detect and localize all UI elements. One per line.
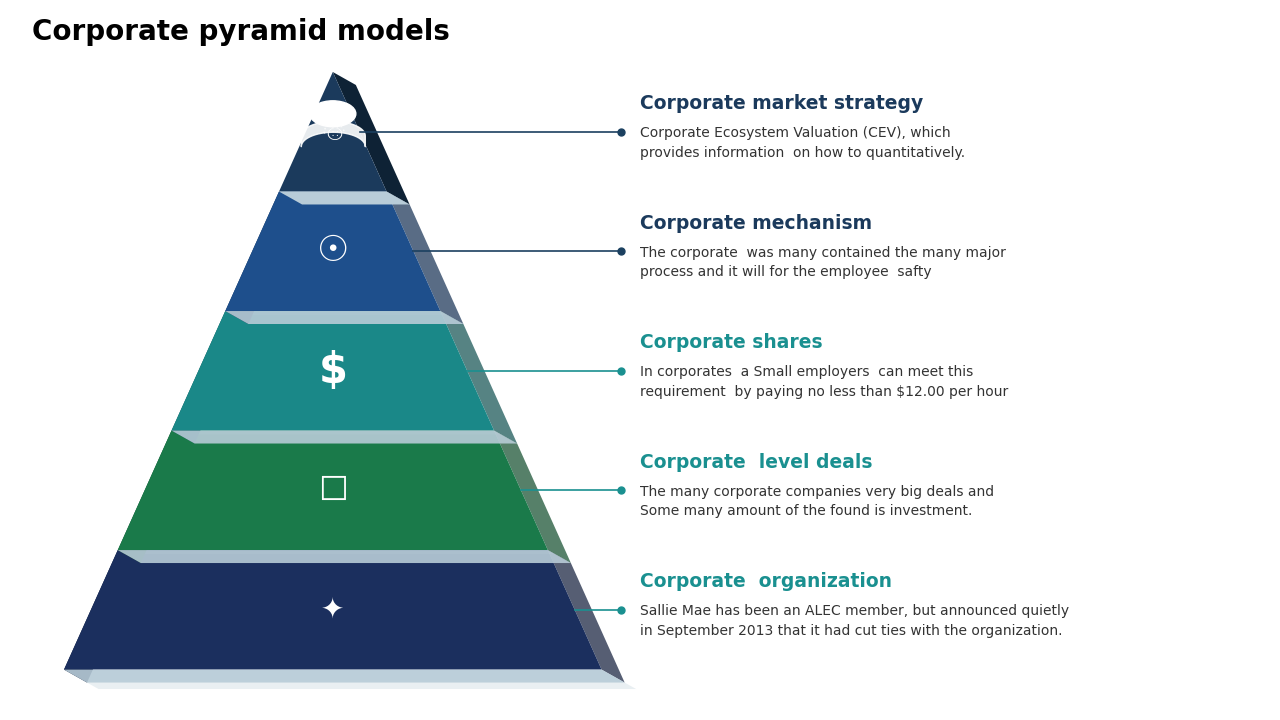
Text: Corporate  level deals: Corporate level deals [640,453,873,472]
Polygon shape [333,72,410,204]
Polygon shape [279,192,393,195]
Polygon shape [225,311,447,315]
Polygon shape [225,192,302,324]
Text: Corporate shares: Corporate shares [640,333,823,352]
Polygon shape [118,431,195,563]
Polygon shape [172,431,500,434]
Polygon shape [494,431,571,563]
Circle shape [310,101,356,127]
Text: In corporates  a Small employers  can meet this
requirement  by paying no less t: In corporates a Small employers can meet… [640,365,1009,399]
Text: Corporate pyramid models: Corporate pyramid models [32,18,449,46]
Polygon shape [279,72,387,192]
Polygon shape [387,192,463,324]
Text: The many corporate companies very big deals and
Some many amount of the found is: The many corporate companies very big de… [640,485,995,518]
Polygon shape [279,192,410,204]
Polygon shape [440,311,517,444]
Text: The corporate  was many contained the many major
process and it will for the emp: The corporate was many contained the man… [640,246,1006,279]
Polygon shape [548,550,625,683]
Text: Corporate market strategy: Corporate market strategy [640,94,923,113]
Text: ☃: ☃ [319,117,347,146]
Polygon shape [64,550,602,670]
Text: Sallie Mae has been an ALEC member, but announced quietly
in September 2013 that: Sallie Mae has been an ALEC member, but … [640,604,1069,638]
Text: $: $ [319,350,347,392]
Text: ☐: ☐ [317,474,348,507]
Text: ✦: ✦ [321,596,344,624]
Polygon shape [225,311,463,324]
Text: Corporate Ecosystem Valuation (CEV), which
provides information  on how to quant: Corporate Ecosystem Valuation (CEV), whi… [640,126,965,160]
Polygon shape [64,550,141,683]
Text: ☉: ☉ [316,234,349,269]
Polygon shape [118,431,548,550]
Polygon shape [172,311,494,431]
Polygon shape [64,670,625,683]
Polygon shape [172,311,248,444]
Text: Corporate  organization: Corporate organization [640,572,892,591]
Polygon shape [64,670,636,689]
Polygon shape [172,431,517,444]
Polygon shape [118,550,571,563]
Polygon shape [225,192,440,311]
Text: Corporate mechanism: Corporate mechanism [640,214,872,233]
Polygon shape [118,550,554,554]
